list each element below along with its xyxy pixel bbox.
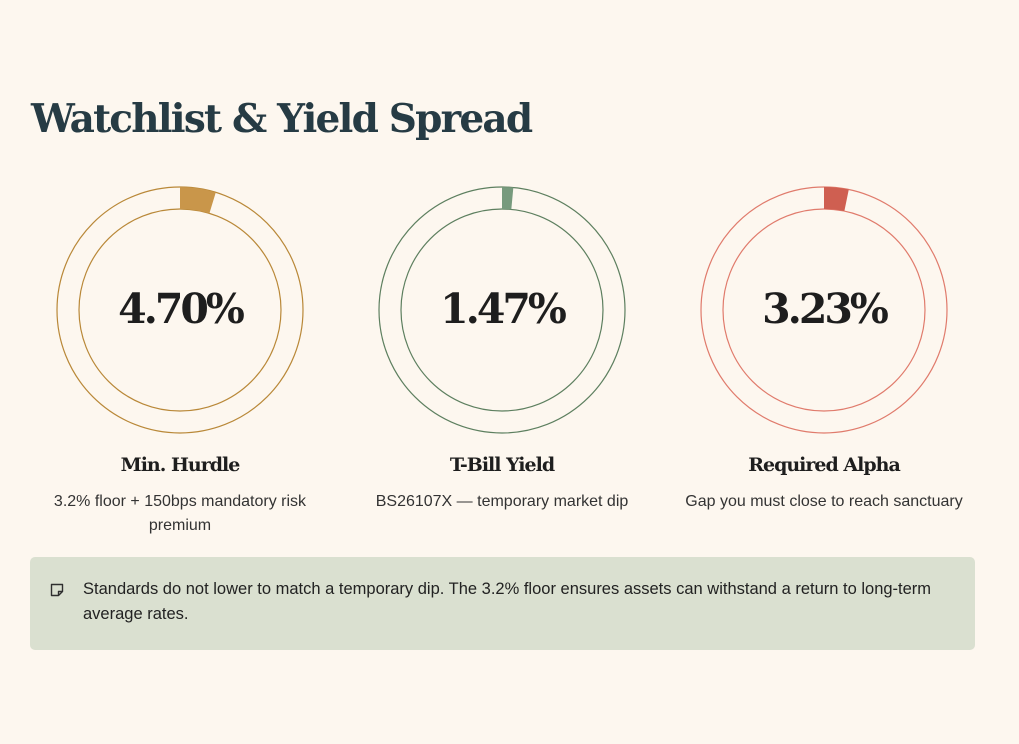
page-title: Watchlist & Yield Spread: [31, 96, 533, 142]
metric-card-required-alpha: 3.23% Required Alpha Gap you must close …: [679, 184, 969, 514]
ring-graphic: [700, 186, 948, 434]
metric-description: BS26107X — temporary market dip: [375, 493, 629, 510]
metric-card-min-hurdle: 4.70% Min. Hurdle 3.2% floor + 150bps ma…: [35, 184, 325, 538]
metric-title: Required Alpha: [748, 454, 901, 476]
ring-graphic: [56, 186, 304, 434]
metric-card-tbill-yield: 1.47% T-Bill Yield BS26107X — temporary …: [357, 184, 647, 514]
ring-progress-segment: [824, 187, 849, 212]
progress-ring: 1.47%: [376, 184, 628, 436]
notice-text: Standards do not lower to match a tempor…: [83, 580, 932, 623]
progress-ring: 3.23%: [698, 184, 950, 436]
metric-value: 1.47%: [440, 285, 567, 333]
progress-ring: 4.70%: [54, 184, 306, 436]
metric-title: T-Bill Yield: [449, 454, 555, 476]
metric-value: 3.23%: [762, 285, 889, 333]
metric-description: 3.2% floor + 150bps mandatory risk premi…: [53, 493, 307, 534]
ring-progress-segment: [502, 187, 514, 210]
info-notice: Standards do not lower to match a tempor…: [30, 557, 975, 650]
metric-description: Gap you must close to reach sanctuary: [685, 493, 963, 510]
sticky-note-icon: [50, 583, 64, 597]
metric-value: 4.70%: [118, 285, 245, 333]
ring-progress-segment: [180, 187, 216, 214]
metric-title: Min. Hurdle: [120, 454, 241, 476]
ring-graphic: [378, 186, 626, 434]
